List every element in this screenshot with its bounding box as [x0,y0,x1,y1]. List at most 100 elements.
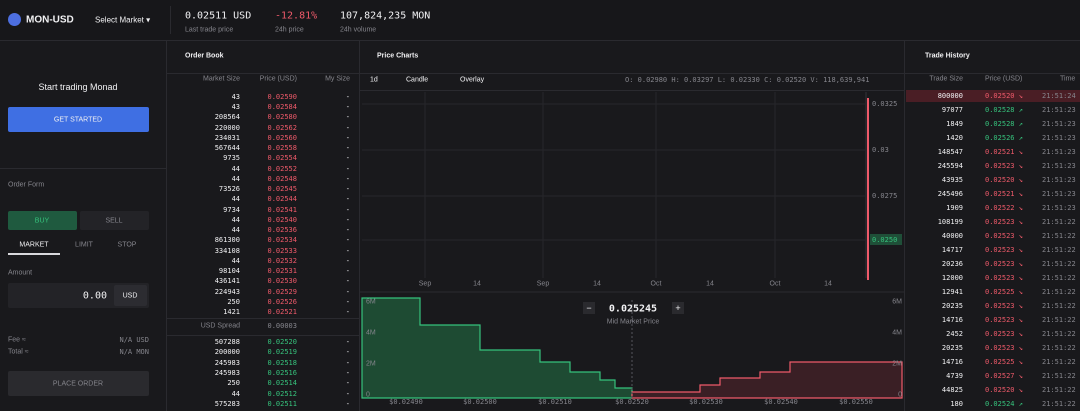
panel-header [905,41,1080,74]
order-price: 0.02540 [267,215,297,224]
my-size: - [345,308,350,317]
spread-row [167,318,359,336]
my-size: - [345,113,350,122]
x-axis-label: Oct [650,280,662,288]
order-size: 73526 [218,185,240,194]
sell-label[interactable]: SELL [105,217,123,225]
order-price: 0.02558 [267,144,297,153]
unit-box [114,285,147,306]
order-size: 224943 [214,287,240,296]
trade-time: 21:51:22 [1042,260,1076,268]
zoom-out-button[interactable] [583,302,595,314]
order-price: 0.02554 [267,154,297,163]
order-price: 0.02529 [267,287,297,296]
market-logo [8,13,21,26]
order-size: 436141 [214,277,240,286]
order-size: 1421 [223,308,240,317]
order-size: 334108 [214,246,240,255]
column-header: Price (USD) [985,75,1023,83]
column-header: Trade Size [929,75,963,83]
amount-value: 0.00 [82,290,107,302]
trade-time: 21:51:22 [1042,400,1076,408]
zoom-in-label[interactable]: + [675,303,681,313]
overlay-select[interactable]: Overlay [460,76,485,84]
highlight-row [906,90,1080,102]
trade-time: 21:51:23 [1042,148,1076,156]
order-type-tab[interactable]: MARKET [19,241,49,249]
column-header: Price (USD) [259,75,297,83]
my-size: - [345,123,350,132]
x-axis-label: 14 [473,280,481,288]
order-size: 43 [231,93,240,101]
trade-size: 14717 [941,246,963,254]
trade-price: 0.02525 ↘ [985,288,1023,296]
submit-label[interactable]: PLACE ORDER [52,380,104,388]
panel-header [167,41,359,74]
last-price-label: Last trade price [185,26,234,34]
zoom-out-label[interactable]: − [586,303,592,313]
my-size: - [345,93,350,101]
y-axis-label: 0.0275 [872,192,898,200]
trade-time: 21:51:22 [1042,288,1076,296]
trade-size: 20235 [941,344,963,352]
trade-time: 21:51:22 [1042,302,1076,310]
trade-size: 148547 [937,148,963,156]
trade-time: 21:51:22 [1042,274,1076,282]
trade-price: 0.02521 ↘ [985,190,1023,198]
panel-header [360,41,904,74]
trade-time: 21:51:24 [1042,92,1076,100]
top-bar [0,0,1080,41]
x-axis-label: $0.02500 [463,398,497,406]
order-size: 9735 [223,154,240,163]
my-size: - [345,185,350,194]
x-axis-label: Sep [418,280,432,288]
chart-style-select[interactable]: Candle [406,76,429,84]
my-size: - [345,164,350,173]
place-order-button[interactable] [8,371,149,396]
mid-price: 0.025245 [608,303,658,315]
trade-size: 108199 [937,218,963,226]
panel-title: Trade History [925,52,970,60]
x-axis-label: $0.02520 [615,398,649,406]
y-axis-label: 4M [366,329,376,337]
trade-price: 0.02527 ↘ [985,372,1023,380]
spread-label: USD Spread [200,322,240,330]
trade-size: 14716 [941,358,963,366]
order-price: 0.02560 [267,133,297,142]
select-market[interactable]: Select Market ▾ [95,15,151,25]
buy-tab[interactable] [8,211,77,230]
trade-size: 2452 [946,330,963,338]
trade-size: 1849 [946,120,963,128]
order-price: 0.02516 [267,368,297,377]
trade-price: 0.02523 ↘ [985,302,1023,310]
my-size: - [345,246,350,255]
sell-tab[interactable] [80,211,149,230]
divider [0,168,166,169]
order-type-tab[interactable]: STOP [117,241,137,249]
order-price: 0.02545 [267,185,297,194]
get-started-button[interactable] [8,107,149,132]
x-axis-label: $0.02550 [839,398,873,406]
my-size: - [345,287,350,296]
promo-button-label[interactable]: GET STARTED [53,116,103,124]
column-header: My Size [325,75,350,83]
zoom-in-button[interactable] [672,302,684,314]
order-type-tab[interactable]: LIMIT [75,241,93,249]
order-size: 250 [227,297,240,306]
trade-price: 0.02523 ↘ [985,260,1023,268]
trade-price: 0.02528 ↗ [985,120,1023,128]
trade-price: 0.02523 ↘ [985,274,1023,282]
amount-unit: USD [122,292,138,300]
fee-label: Fee ≈ [8,336,26,344]
interval-select[interactable]: 1d [370,76,378,84]
buy-label[interactable]: BUY [34,217,50,225]
order-price: 0.02512 [267,389,297,398]
order-size: 245983 [214,358,240,367]
order-price: 0.02544 [267,195,297,204]
my-size: - [345,338,350,346]
trade-price: 0.02523 ↘ [985,232,1023,240]
order-price: 0.02532 [267,256,297,265]
trade-size: 12000 [941,274,963,282]
trade-time: 21:51:23 [1042,204,1076,212]
trade-size: 4739 [946,372,963,380]
